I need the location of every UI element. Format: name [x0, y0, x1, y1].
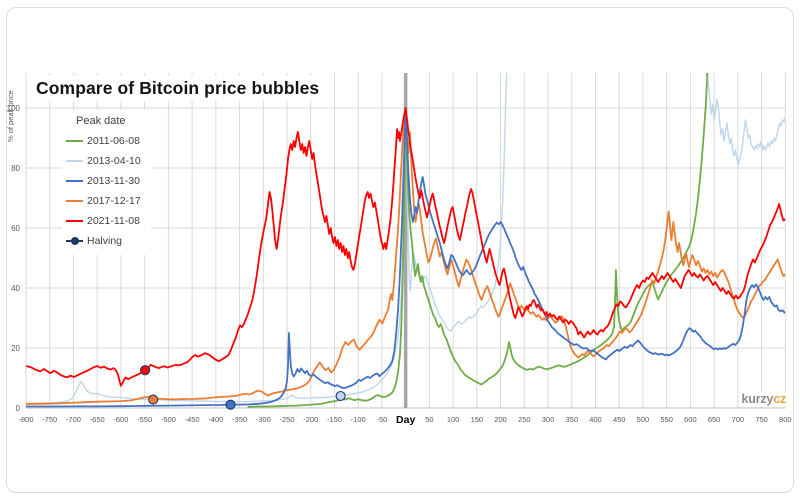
svg-text:600: 600: [684, 415, 697, 424]
svg-text:50: 50: [425, 415, 433, 424]
legend-line-swatch: [66, 160, 83, 162]
legend-label: 2011-06-08: [87, 135, 140, 147]
y-axis-tick-labels: 0 20 40 60 80 100: [7, 104, 21, 413]
legend-item-2013-04-10: 2013-04-10: [66, 151, 141, 171]
x-axis-label-day: Day: [396, 414, 415, 426]
svg-text:150: 150: [471, 415, 484, 424]
legend-item-2013-11-30: 2013-11-30: [66, 171, 141, 191]
legend-label: Halving: [87, 235, 123, 247]
svg-text:20: 20: [11, 344, 20, 353]
legend-line-swatch: [66, 140, 83, 142]
svg-text:800: 800: [779, 415, 792, 424]
svg-text:300: 300: [542, 415, 555, 424]
svg-text:350: 350: [565, 415, 578, 424]
svg-text:700: 700: [732, 415, 745, 424]
svg-text:200: 200: [494, 415, 507, 424]
chart-legend: Peak date 2011-06-08 2013-04-10 2013-11-30…: [62, 110, 151, 255]
svg-text:60: 60: [11, 224, 20, 233]
legend-label: 2021-11-08: [87, 215, 140, 227]
svg-text:-350: -350: [232, 415, 247, 424]
svg-text:100: 100: [7, 104, 21, 113]
svg-text:-200: -200: [303, 415, 318, 424]
halving-dot-2021-11-08: [140, 365, 151, 376]
halving-marker-icon: [66, 237, 83, 245]
halving-dot-2013-11-30: [225, 399, 236, 410]
series-line-2017-12-17: [26, 107, 786, 405]
svg-text:40: 40: [11, 284, 20, 293]
svg-text:400: 400: [589, 415, 602, 424]
svg-text:-550: -550: [137, 415, 152, 424]
halving-markers: [140, 365, 346, 410]
svg-text:-300: -300: [256, 415, 271, 424]
watermark: kurzycz: [740, 392, 787, 406]
svg-text:750: 750: [755, 415, 768, 424]
svg-text:-450: -450: [185, 415, 200, 424]
svg-text:-400: -400: [208, 415, 223, 424]
legend-line-swatch: [66, 180, 83, 182]
legend-item-2017-12-17: 2017-12-17: [66, 191, 141, 211]
svg-text:-500: -500: [161, 415, 176, 424]
watermark-cz: cz: [773, 392, 786, 406]
watermark-kurzy: kurzy: [741, 392, 774, 406]
series-line-2013-04-10: [26, 73, 786, 405]
x-axis-tick-labels: -800 -750 -700 -650 -600 -550 -500 -450 -400 -350…: [18, 415, 791, 424]
legend-item-2021-11-08: 2021-11-08: [66, 211, 141, 231]
legend-header: Peak date: [76, 115, 126, 127]
svg-text:-650: -650: [90, 415, 105, 424]
svg-text:-800: -800: [18, 415, 33, 424]
svg-text:0: 0: [16, 404, 21, 413]
svg-text:80: 80: [11, 164, 20, 173]
legend-item-halving: Halving: [66, 231, 141, 251]
svg-text:100: 100: [447, 415, 460, 424]
halving-dot-2013-04-10: [335, 390, 346, 402]
svg-text:-100: -100: [351, 415, 366, 424]
legend-label: 2013-11-30: [87, 175, 140, 187]
svg-text:-600: -600: [113, 415, 128, 424]
chart-title: Compare of Bitcoin price bubbles: [36, 76, 328, 101]
halving-dot-2017-12-17: [148, 394, 159, 405]
svg-text:250: 250: [518, 415, 531, 424]
svg-text:-750: -750: [42, 415, 57, 424]
legend-line-swatch: [66, 200, 83, 202]
series-line-2021-11-08: [26, 107, 786, 387]
halving-dot-icon: [71, 237, 79, 245]
series-lines: [26, 73, 786, 408]
svg-text:-50: -50: [377, 415, 388, 424]
svg-text:450: 450: [613, 415, 626, 424]
svg-text:650: 650: [708, 415, 721, 424]
legend-label: 2017-12-17: [87, 195, 141, 207]
series-line-2013-11-30: [26, 107, 786, 408]
legend-item-2011-06-08: 2011-06-08: [66, 131, 141, 151]
svg-text:550: 550: [660, 415, 673, 424]
svg-text:-250: -250: [280, 415, 295, 424]
svg-text:-150: -150: [327, 415, 342, 424]
legend-label: 2013-04-10: [87, 155, 141, 167]
svg-text:-700: -700: [66, 415, 81, 424]
series-line-2011-06-08: [247, 73, 709, 408]
y-axis-title: % of peak price: [6, 90, 15, 142]
legend-line-swatch: [66, 220, 83, 222]
svg-text:500: 500: [637, 415, 650, 424]
